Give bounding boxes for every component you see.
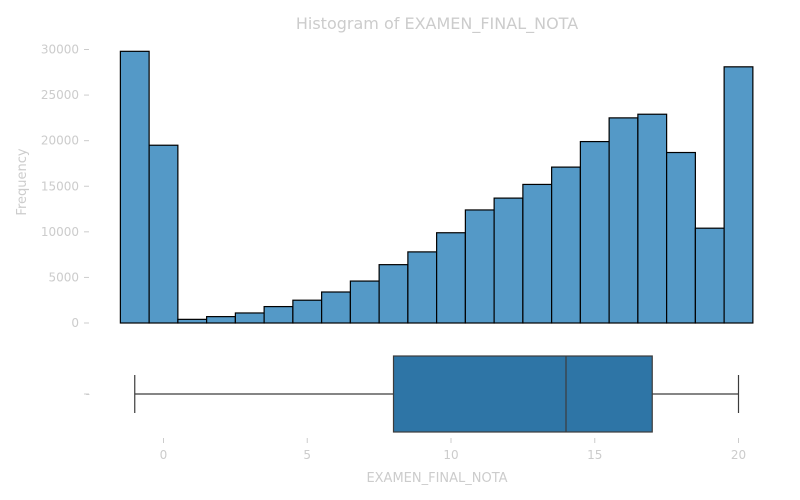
histogram-bar xyxy=(464,209,495,324)
histogram-bars xyxy=(119,50,754,324)
histogram-bar xyxy=(551,166,581,324)
y-tick-label: 0 xyxy=(71,316,79,330)
histogram-bar xyxy=(493,197,524,324)
histogram-bar xyxy=(234,312,265,324)
interquartile-box xyxy=(392,355,653,433)
x-tick-label: 10 xyxy=(443,448,458,462)
histogram-bar xyxy=(407,251,438,324)
histogram-bar xyxy=(637,113,668,324)
histogram-bar xyxy=(694,227,725,324)
chart-title: Histogram of EXAMEN_FINAL_NOTA xyxy=(296,14,578,34)
histogram-bar xyxy=(263,305,294,324)
x-tick-label: 5 xyxy=(303,448,311,462)
histogram-bar xyxy=(177,318,208,324)
x-tick-label: 15 xyxy=(587,448,602,462)
histogram-bar xyxy=(522,183,553,324)
histogram-bar xyxy=(349,280,380,324)
y-tick-label: 10000 xyxy=(41,225,79,239)
histogram-bar xyxy=(436,232,466,324)
x-axis-label: EXAMEN_FINAL_NOTA xyxy=(366,471,507,486)
x-tick-label: 20 xyxy=(731,448,746,462)
histogram-bar xyxy=(579,140,610,324)
histogram-bar xyxy=(378,264,409,324)
histogram-y-axis: 0 5000 10000 15000 20000 25000 30000 xyxy=(41,43,89,330)
y-tick-label: 30000 xyxy=(41,43,79,57)
y-tick-label: 20000 xyxy=(41,134,79,148)
histogram-bar xyxy=(292,299,323,324)
histogram-bar xyxy=(608,117,639,324)
histogram-bar xyxy=(723,66,754,324)
y-axis-label: Frequency xyxy=(15,148,30,215)
y-tick-label: 5000 xyxy=(48,270,79,284)
y-tick-label: 25000 xyxy=(41,88,79,102)
boxplot-x-axis: 0 5 10 15 20 xyxy=(160,438,746,462)
boxplot-y-tick-label: - xyxy=(86,387,90,401)
x-tick-label: 0 xyxy=(160,448,168,462)
boxplot-y-axis: - xyxy=(84,387,90,401)
histogram-bar xyxy=(666,151,696,324)
histogram-bar xyxy=(148,144,179,324)
histogram-bar xyxy=(206,316,236,324)
histogram-bar xyxy=(119,50,150,324)
boxplot xyxy=(134,355,740,433)
histogram-bar xyxy=(321,291,351,324)
y-tick-label: 15000 xyxy=(41,179,79,193)
